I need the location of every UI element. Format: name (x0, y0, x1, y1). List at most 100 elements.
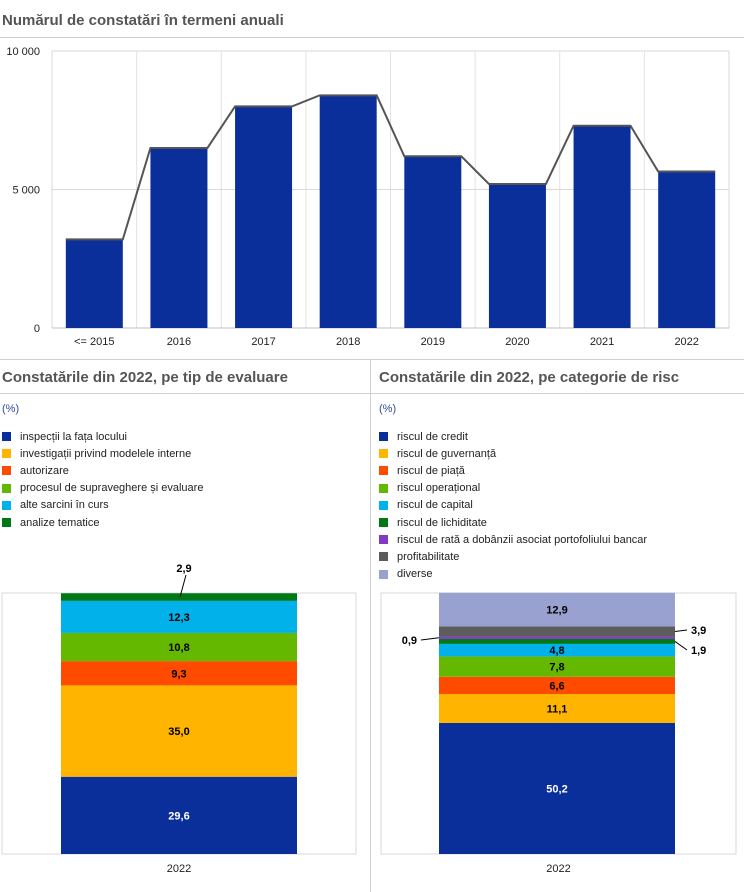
x-tick-label: 2022 (167, 863, 191, 875)
legend-label: riscul de capital (397, 499, 473, 512)
annual-findings-chart: 0 5 000 10 000 <= 2015 2016 2017 2018 2019 2020 2… (6, 46, 730, 348)
label-leader-line (179, 574, 187, 598)
data-label: 0,9 (402, 635, 417, 647)
legend-item: riscul operațional (379, 480, 647, 497)
bar-segment (61, 685, 297, 777)
data-label: 50,2 (546, 783, 567, 795)
legend-item: investigații privind modelele interne (2, 445, 203, 462)
top-chart-title: Numărul de constatări în termeni anuali (2, 12, 284, 29)
x-tick-label: 2021 (590, 336, 614, 348)
data-label: 3,9 (691, 625, 706, 637)
legend-label: riscul de rată a dobânzii asociat portof… (397, 533, 648, 546)
legend-item: riscul de lichiditate (379, 514, 647, 531)
legend-label: riscul de lichiditate (397, 516, 487, 529)
legend-swatch (379, 518, 388, 528)
bar-segment (61, 632, 297, 662)
bar (488, 183, 546, 328)
risk-category-legend: riscul de credit riscul de guvernanță risc… (379, 428, 647, 583)
bar-segment (439, 643, 675, 657)
legend-item: diverse (379, 566, 647, 583)
bar (319, 95, 377, 328)
bar-segment (439, 656, 675, 677)
x-tick-label: 2022 (546, 863, 570, 875)
legend-item: riscul de rată a dobânzii asociat portof… (379, 531, 647, 548)
bar (65, 239, 123, 328)
legend-swatch (379, 449, 388, 459)
legend-swatch (379, 483, 388, 493)
legend-label: profitabilitate (397, 550, 460, 563)
label-leader-line (420, 637, 440, 641)
legend-item: analize tematice (2, 514, 203, 531)
legend-item: profitabilitate (379, 548, 647, 565)
legend-label: alte sarcini în curs (20, 499, 109, 512)
legend-item: riscul de guvernanță (379, 445, 647, 462)
legend-item: inspecții la fața locului (2, 428, 203, 445)
panel-divider-horizontal (0, 359, 744, 360)
top-title-divider (0, 37, 744, 38)
legend-item: riscul de credit (379, 428, 647, 445)
y-tick-label: 0 (34, 323, 40, 335)
legend-swatch (2, 466, 11, 476)
bar-segment (61, 776, 297, 854)
y-tick-label: 10 000 (6, 46, 40, 58)
data-label: 9,3 (171, 668, 186, 680)
bar (573, 125, 631, 328)
bar (235, 106, 293, 329)
legend-label: diverse (397, 568, 433, 581)
assessment-type-chart-title: Constatările din 2022, pe tip de evaluar… (2, 369, 288, 386)
label-leader-line (674, 641, 688, 651)
legend-swatch (379, 569, 388, 579)
bar (658, 171, 716, 328)
data-label: 7,8 (549, 662, 564, 674)
bar-segment (439, 722, 675, 854)
x-tick-label: 2020 (505, 336, 529, 348)
legend-swatch (2, 518, 11, 528)
legend-label: procesul de supraveghere și evaluare (20, 482, 204, 495)
bar-segment (61, 661, 297, 686)
legend-item: riscul de capital (379, 497, 647, 514)
data-label: 6,6 (549, 680, 564, 692)
bar-segment (439, 694, 675, 723)
data-label: 12,9 (546, 605, 567, 617)
legend-swatch (379, 500, 388, 510)
assessment-type-legend: inspecții la fața locului investigații pr… (2, 428, 203, 531)
legend-swatch (2, 449, 11, 459)
data-label: 35,0 (168, 726, 189, 738)
legend-label: riscul de guvernanță (397, 447, 497, 460)
legend-item: procesul de supraveghere și evaluare (2, 480, 203, 497)
data-label: 12,3 (168, 612, 189, 624)
label-leader-line (674, 629, 688, 632)
risk-category-unit: (%) (379, 403, 397, 415)
data-label: 10,8 (168, 642, 189, 654)
legend-swatch (379, 552, 388, 562)
bar-segment (439, 626, 675, 637)
legend-label: inspecții la fața locului (20, 430, 128, 443)
bar-segment (61, 593, 297, 601)
right-title-divider (371, 393, 744, 394)
data-label: 1,9 (691, 645, 706, 657)
bar-segment (439, 676, 675, 695)
bar-segment (61, 600, 297, 633)
assessment-type-stacked-chart: 29,6 35,0 9,3 10,8 12,3 2,9 2022 (1, 563, 357, 875)
x-tick-label: 2017 (251, 336, 275, 348)
risk-category-chart-title: Constatările din 2022, pe categorie de r… (379, 369, 680, 386)
legend-label: riscul operațional (397, 482, 481, 495)
legend-label: riscul de credit (397, 430, 468, 443)
trend-line (65, 94, 716, 241)
legend-swatch (379, 466, 388, 476)
legend-label: investigații privind modelele interne (20, 447, 192, 460)
legend-swatch (2, 483, 11, 493)
assessment-type-unit: (%) (2, 403, 20, 415)
bar-segment (439, 636, 675, 639)
legend-item: autorizare (2, 462, 203, 479)
legend-swatch (2, 432, 11, 442)
legend-swatch (379, 535, 388, 545)
x-tick-label: <= 2015 (74, 336, 114, 348)
bar-segment (439, 592, 675, 627)
x-tick-label: 2022 (674, 336, 698, 348)
legend-item: riscul de piață (379, 462, 647, 479)
data-label: 29,6 (168, 810, 189, 822)
legend-item: alte sarcini în curs (2, 497, 203, 514)
data-label: 2,9 (176, 563, 191, 575)
bar (150, 147, 208, 328)
